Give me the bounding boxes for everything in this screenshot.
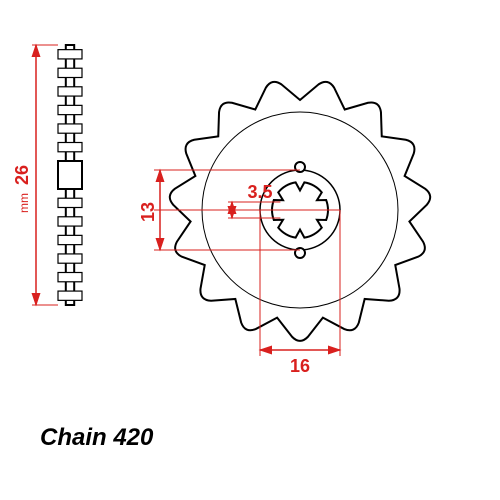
dim-13-label: 13 — [138, 202, 158, 222]
dim-16-label: 16 — [290, 356, 310, 376]
sprocket-front: 13 3.5 16 — [138, 82, 430, 376]
dim-3-5-label: 3.5 — [247, 182, 272, 202]
chain-label: Chain 420 — [40, 424, 154, 451]
sprocket-drawing: 26 mm 13 3.5 16 Chain 420 — [0, 0, 500, 500]
dim-26-unit: mm — [17, 193, 31, 213]
side-view: 26 mm — [12, 45, 82, 305]
dim-26-label: 26 — [12, 165, 32, 185]
